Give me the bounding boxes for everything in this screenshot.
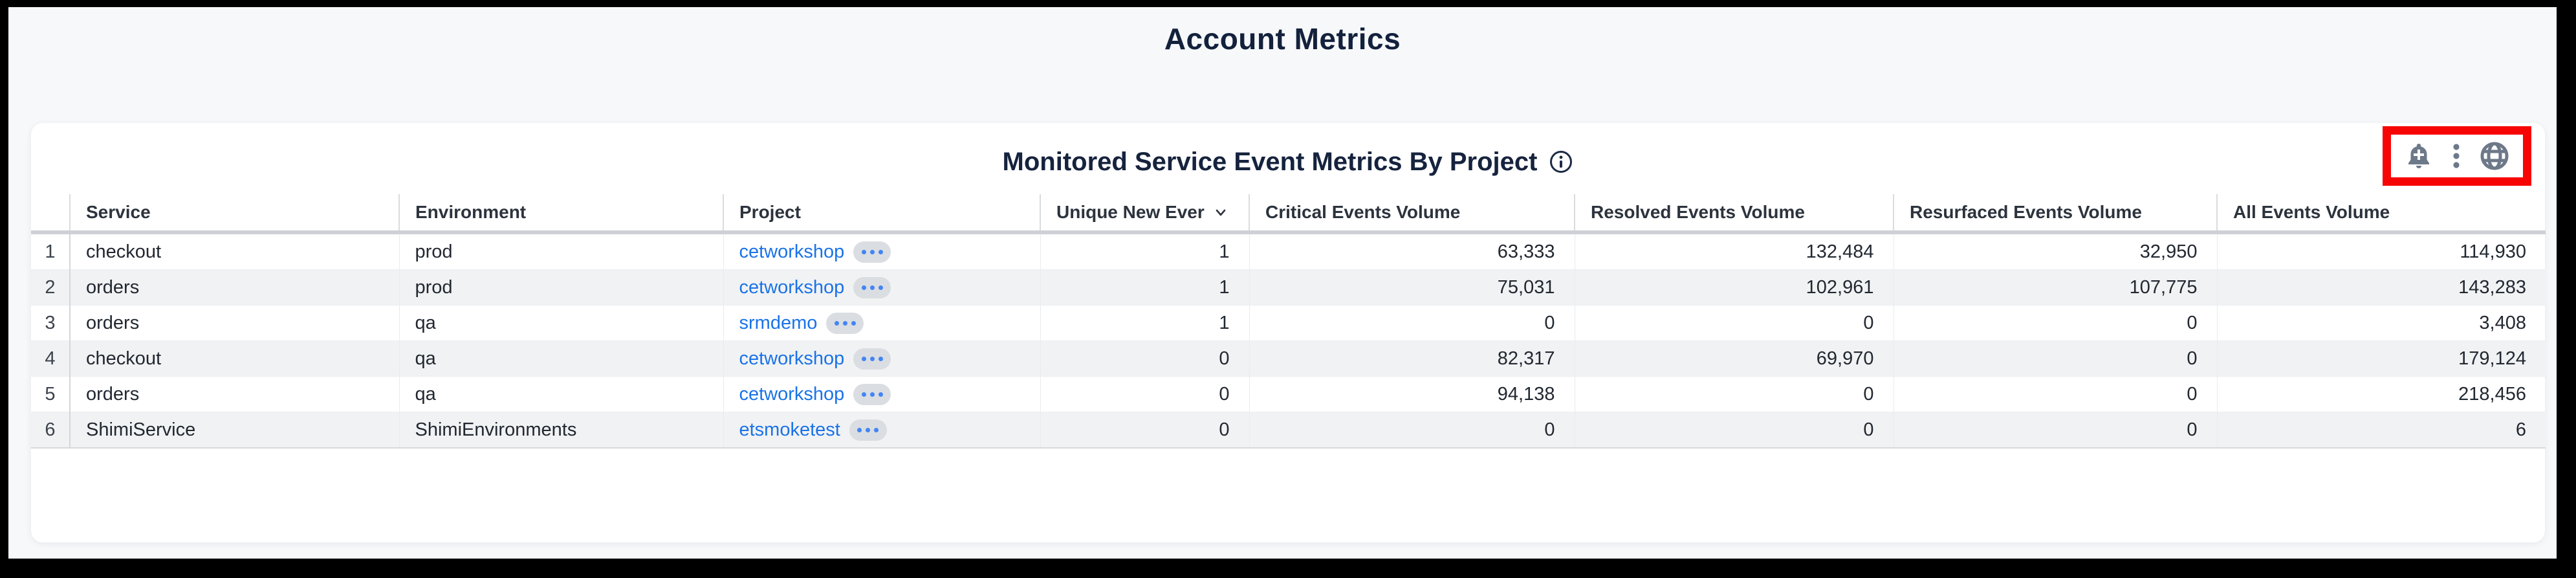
- unique-new-events-cell: 1: [1040, 269, 1249, 306]
- row-number: 6: [31, 412, 70, 449]
- row-number: 4: [31, 340, 70, 377]
- table-row: 1 checkout prod cetworkshop 1 63,333 132…: [31, 232, 2546, 270]
- row-number-header: [31, 194, 70, 234]
- row-number: 2: [31, 269, 70, 306]
- table-header-row: Service Environment Project Unique New E…: [31, 194, 2546, 234]
- environment-cell: qa: [398, 305, 723, 341]
- unique-new-events-cell: 1: [1040, 232, 1249, 270]
- environment-cell: prod: [398, 269, 723, 306]
- unique-new-events-cell: 0: [1040, 376, 1249, 412]
- project-cell: srmdemo: [723, 305, 1040, 341]
- table-row: 3 orders qa srmdemo 1 0 0 0 3,408: [31, 305, 2546, 341]
- service-cell: ShimiService: [69, 412, 399, 449]
- resurfaced-events-volume-cell: 32,950: [1893, 232, 2217, 270]
- project-link-menu-pill[interactable]: [849, 419, 887, 441]
- project-link[interactable]: cetworkshop: [739, 348, 845, 369]
- info-circle-icon[interactable]: [1549, 150, 1573, 174]
- resolved-events-volume-cell: 69,970: [1574, 340, 1894, 377]
- column-header-all-events-volume[interactable]: All Events Volume: [2216, 194, 2546, 234]
- resolved-events-volume-cell: 0: [1574, 305, 1894, 341]
- project-link-menu-pill[interactable]: [853, 276, 891, 298]
- all-events-volume-cell: 218,456: [2216, 376, 2546, 412]
- column-header-critical-events-volume[interactable]: Critical Events Volume: [1249, 194, 1575, 234]
- critical-events-volume-cell: 0: [1249, 305, 1575, 341]
- resurfaced-events-volume-cell: 0: [1893, 340, 2217, 377]
- table-row: 6 ShimiService ShimiEnvironments etsmoke…: [31, 412, 2546, 449]
- project-link[interactable]: cetworkshop: [739, 276, 845, 298]
- service-cell: checkout: [69, 232, 399, 270]
- resurfaced-events-volume-cell: 107,775: [1893, 269, 2217, 306]
- project-cell: cetworkshop: [723, 340, 1040, 377]
- resolved-events-volume-cell: 0: [1574, 412, 1894, 449]
- project-link[interactable]: srmdemo: [739, 312, 818, 333]
- project-link-menu-pill[interactable]: [826, 312, 864, 334]
- resurfaced-events-volume-cell: 0: [1893, 305, 2217, 341]
- metrics-table: Service Environment Project Unique New E…: [31, 194, 2546, 449]
- globe-icon[interactable]: [2479, 140, 2510, 172]
- kebab-menu-icon[interactable]: [2452, 141, 2461, 171]
- critical-events-volume-cell: 94,138: [1249, 376, 1575, 412]
- critical-events-volume-cell: 0: [1249, 412, 1575, 449]
- critical-events-volume-cell: 75,031: [1249, 269, 1575, 306]
- service-cell: orders: [69, 305, 399, 341]
- page-title: Account Metrics: [1164, 22, 1401, 56]
- column-header-resurfaced-events-volume[interactable]: Resurfaced Events Volume: [1893, 194, 2217, 234]
- all-events-volume-cell: 6: [2216, 412, 2546, 449]
- add-alert-bell-icon[interactable]: [2404, 141, 2434, 171]
- environment-cell: qa: [398, 340, 723, 377]
- environment-cell: qa: [398, 376, 723, 412]
- project-link-menu-pill[interactable]: [853, 241, 891, 263]
- service-cell: orders: [69, 269, 399, 306]
- column-header-unique-new-events[interactable]: Unique New Ever: [1040, 194, 1249, 234]
- service-cell: checkout: [69, 340, 399, 377]
- panel-toolbar-highlight: [2383, 126, 2531, 186]
- project-cell: cetworkshop: [723, 269, 1040, 306]
- project-link[interactable]: cetworkshop: [739, 241, 845, 262]
- panel-header: Monitored Service Event Metrics By Proje…: [31, 145, 2545, 179]
- table-row: 2 orders prod cetworkshop 1 75,031 102,9…: [31, 269, 2546, 306]
- all-events-volume-cell: 143,283: [2216, 269, 2546, 306]
- resurfaced-events-volume-cell: 0: [1893, 412, 2217, 449]
- project-cell: cetworkshop: [723, 376, 1040, 412]
- unique-new-events-cell: 0: [1040, 340, 1249, 377]
- environment-cell: prod: [398, 232, 723, 270]
- row-number: 5: [31, 376, 70, 412]
- resolved-events-volume-cell: 0: [1574, 376, 1894, 412]
- table-row: 5 orders qa cetworkshop 0 94,138 0 0 218…: [31, 376, 2546, 412]
- table-row: 4 checkout qa cetworkshop 0 82,317 69,97…: [31, 340, 2546, 377]
- sort-desc-chevron-icon: [1216, 209, 1226, 216]
- column-header-service[interactable]: Service: [69, 194, 399, 234]
- column-header-project[interactable]: Project: [723, 194, 1040, 234]
- project-cell: etsmoketest: [723, 412, 1040, 449]
- project-link[interactable]: etsmoketest: [739, 419, 840, 440]
- unique-new-events-cell: 0: [1040, 412, 1249, 449]
- all-events-volume-cell: 179,124: [2216, 340, 2546, 377]
- critical-events-volume-cell: 63,333: [1249, 232, 1575, 270]
- dashboard-page: Account Metrics Monitored Service Event …: [8, 7, 2557, 559]
- all-events-volume-cell: 3,408: [2216, 305, 2546, 341]
- column-header-resolved-events-volume[interactable]: Resolved Events Volume: [1574, 194, 1894, 234]
- resolved-events-volume-cell: 132,484: [1574, 232, 1894, 270]
- panel-title: Monitored Service Event Metrics By Proje…: [1002, 147, 1538, 176]
- project-link-menu-pill[interactable]: [853, 383, 891, 405]
- project-link-menu-pill[interactable]: [853, 348, 891, 370]
- critical-events-volume-cell: 82,317: [1249, 340, 1575, 377]
- column-header-environment[interactable]: Environment: [398, 194, 723, 234]
- metrics-table-panel: Monitored Service Event Metrics By Proje…: [31, 123, 2546, 542]
- environment-cell: ShimiEnvironments: [398, 412, 723, 449]
- row-number: 1: [31, 232, 70, 270]
- resurfaced-events-volume-cell: 0: [1893, 376, 2217, 412]
- all-events-volume-cell: 114,930: [2216, 232, 2546, 270]
- service-cell: orders: [69, 376, 399, 412]
- resolved-events-volume-cell: 102,961: [1574, 269, 1894, 306]
- unique-new-events-cell: 1: [1040, 305, 1249, 341]
- project-link[interactable]: cetworkshop: [739, 383, 845, 405]
- row-number: 3: [31, 305, 70, 341]
- project-cell: cetworkshop: [723, 232, 1040, 270]
